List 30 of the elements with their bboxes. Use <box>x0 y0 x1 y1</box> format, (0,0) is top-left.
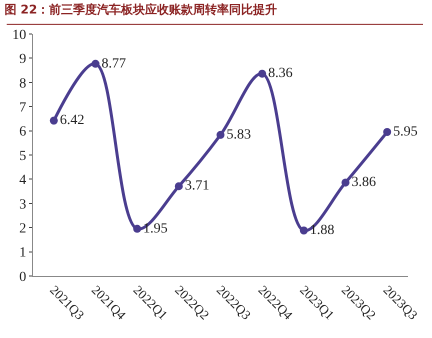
y-tick-label: 10 <box>12 28 26 43</box>
y-tick-label: 3 <box>19 197 26 212</box>
chart-title: 图 22：前三季度汽车板块应收账款周转率同比提升 <box>4 2 278 16</box>
data-label: 5.95 <box>393 124 418 140</box>
point <box>92 60 100 68</box>
data-label: 8.36 <box>268 66 293 82</box>
point <box>133 224 142 233</box>
y-tick-label: 2 <box>19 222 26 236</box>
y-tick-label: 0 <box>19 270 26 285</box>
y-tick-label: 1 <box>19 246 26 261</box>
y-tick-label: 4 <box>19 173 26 188</box>
data-label: 6.42 <box>60 113 84 128</box>
point <box>50 116 58 125</box>
y-tick-label: 7 <box>19 100 26 116</box>
point <box>342 178 350 187</box>
data-label: 1.88 <box>310 223 334 238</box>
y-tick-label: 6 <box>19 124 26 140</box>
data-label: 3.86 <box>352 175 376 190</box>
y-tick-label: 8 <box>19 76 26 92</box>
data-label: 3.71 <box>184 178 210 194</box>
data-label: 1.95 <box>143 221 168 236</box>
point <box>174 182 183 190</box>
y-tick-label: 5 <box>19 148 26 164</box>
point <box>300 226 308 234</box>
data-label: 8.77 <box>102 56 126 72</box>
point <box>216 130 224 139</box>
point <box>258 70 266 78</box>
data-label: 5.83 <box>226 127 251 142</box>
y-tick-label: 9 <box>19 52 26 68</box>
point <box>383 128 392 136</box>
